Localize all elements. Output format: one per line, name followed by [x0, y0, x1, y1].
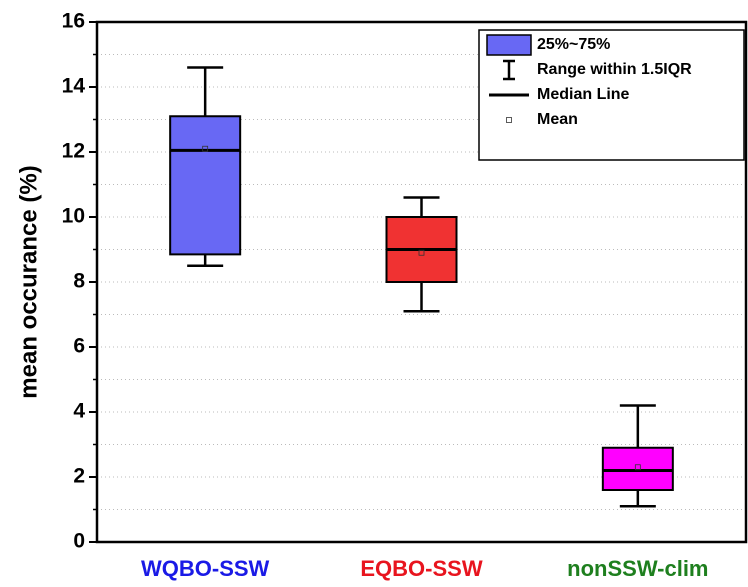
- box: [601, 446, 674, 491]
- legend-label: Mean: [537, 111, 578, 128]
- y-tick-label: 4: [73, 400, 85, 423]
- legend-label: Median Line: [537, 86, 630, 103]
- plot-frame: [95, 20, 748, 544]
- mean-marker: [418, 249, 425, 256]
- y-tick-label: 16: [62, 10, 85, 33]
- y-tick-label: 6: [73, 335, 85, 358]
- y-axis-label: mean occurance (%): [15, 165, 42, 398]
- legend-swatch: [486, 34, 532, 56]
- legend-symbol: [506, 117, 512, 123]
- y-tick-label: 0: [73, 530, 85, 553]
- y-tick-label: 8: [73, 270, 85, 293]
- box: [169, 115, 242, 256]
- legend-label: Range within 1.5IQR: [537, 61, 692, 78]
- mean-marker: [202, 145, 209, 152]
- y-tick-label: 14: [62, 75, 86, 98]
- mean-marker: [634, 464, 641, 471]
- x-tick-label: WQBO-SSW: [141, 556, 270, 581]
- x-tick-label: nonSSW-clim: [567, 556, 708, 581]
- y-tick-label: 12: [62, 140, 85, 163]
- legend-label: 25%~75%: [537, 36, 610, 53]
- y-tick-label: 2: [73, 465, 85, 488]
- y-tick-label: 10: [62, 205, 85, 228]
- x-tick-label: EQBO-SSW: [360, 556, 482, 581]
